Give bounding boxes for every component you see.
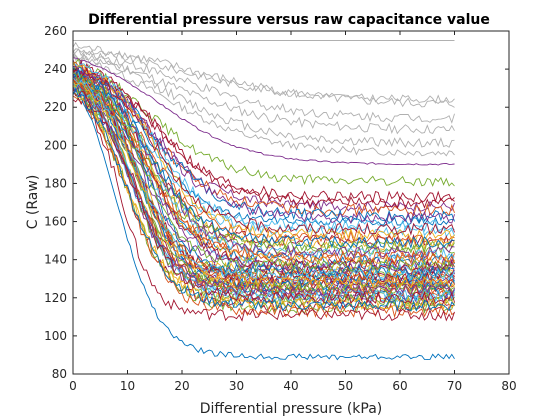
y-tick-label: 220 <box>44 100 67 114</box>
series-line <box>73 57 455 166</box>
x-tick-label: 80 <box>501 379 516 393</box>
series-line <box>73 53 455 148</box>
y-axis-ticks: 80 100 120 140 160 180 200 220 240 260 <box>44 24 509 381</box>
series-line <box>73 69 455 263</box>
series-line <box>73 67 455 257</box>
series-line <box>73 71 455 272</box>
series-line <box>73 81 455 290</box>
series-line <box>73 63 455 210</box>
series-line <box>73 68 455 259</box>
series-layer <box>73 40 455 361</box>
x-axis-ticks: 0 10 20 30 40 50 60 70 80 <box>69 31 517 393</box>
x-tick-label: 0 <box>69 379 77 393</box>
series-line <box>73 79 455 361</box>
series-line <box>73 79 455 288</box>
series-line <box>73 90 455 305</box>
x-axis-label: Differential pressure (kPa) <box>200 401 383 417</box>
y-tick-label: 120 <box>44 291 67 305</box>
x-tick-label: 40 <box>283 379 298 393</box>
y-tick-label: 80 <box>52 367 67 381</box>
series-line <box>73 63 455 233</box>
x-tick-label: 60 <box>392 379 407 393</box>
series-line <box>73 76 455 265</box>
series-line <box>73 90 455 303</box>
y-tick-label: 180 <box>44 176 67 190</box>
series-line <box>73 87 455 313</box>
series-line <box>73 77 455 282</box>
x-tick-label: 10 <box>120 379 135 393</box>
series-line <box>73 59 455 204</box>
series-line <box>73 89 455 312</box>
series-line <box>73 97 455 322</box>
series-line <box>73 48 455 124</box>
y-tick-label: 160 <box>44 215 67 229</box>
series-line <box>73 54 455 157</box>
y-tick-label: 240 <box>44 62 67 76</box>
x-tick-label: 50 <box>338 379 353 393</box>
series-line <box>73 68 455 236</box>
series-line <box>73 95 455 319</box>
y-tick-label: 140 <box>44 253 67 267</box>
x-tick-label: 20 <box>174 379 189 393</box>
series-line <box>73 80 455 293</box>
chart-title: Differential pressure versus raw capacit… <box>88 12 490 28</box>
x-tick-label: 70 <box>447 379 462 393</box>
series-line <box>73 58 455 187</box>
x-tick-label: 30 <box>229 379 244 393</box>
series-line <box>73 49 455 135</box>
y-tick-label: 100 <box>44 329 67 343</box>
series-line <box>73 60 455 242</box>
y-tick-label: 200 <box>44 138 67 152</box>
y-axis-label: C (Raw) <box>25 175 41 230</box>
series-line <box>73 81 455 295</box>
series-line <box>73 68 455 250</box>
series-line <box>73 48 455 104</box>
series-line <box>73 84 455 305</box>
series-line <box>73 41 455 108</box>
y-tick-label: 260 <box>44 24 67 38</box>
